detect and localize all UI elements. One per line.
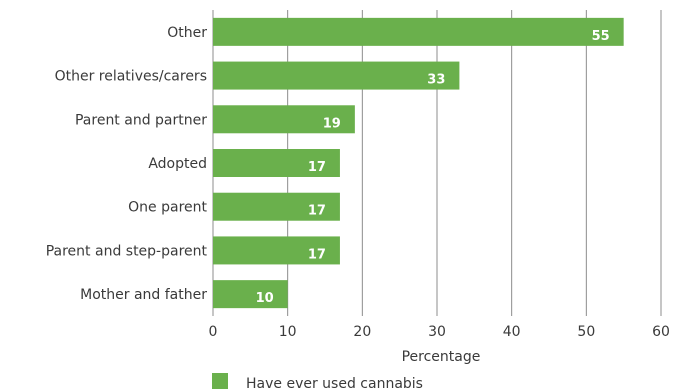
category-label: Other relatives/carers bbox=[55, 69, 207, 85]
category-label: Other bbox=[167, 25, 207, 41]
bar bbox=[213, 17, 624, 46]
x-tick-label: 0 bbox=[209, 324, 218, 340]
bars bbox=[213, 17, 624, 309]
grid-lines bbox=[212, 10, 662, 316]
category-label: Parent and step-parent bbox=[46, 243, 208, 259]
bar bbox=[213, 149, 340, 177]
x-tick-labels: 0 10 20 30 40 50 60 bbox=[209, 324, 670, 340]
value-label: 17 bbox=[308, 204, 326, 219]
x-tick-label: 40 bbox=[503, 324, 521, 340]
bar bbox=[213, 105, 355, 134]
bar bbox=[213, 280, 288, 309]
category-label: Parent and partner bbox=[75, 112, 207, 128]
x-tick-label: 10 bbox=[279, 324, 297, 340]
bar bbox=[213, 236, 340, 265]
value-label: 17 bbox=[308, 247, 326, 262]
x-axis-title: Percentage bbox=[402, 349, 481, 365]
legend-label: Have ever used cannabis bbox=[246, 376, 423, 392]
category-label: Adopted bbox=[148, 156, 207, 172]
value-label: 33 bbox=[427, 73, 445, 88]
value-label: 19 bbox=[323, 116, 341, 131]
value-label: 10 bbox=[256, 291, 274, 306]
value-labels: 55 33 19 17 17 17 10 bbox=[256, 29, 610, 306]
value-label: 17 bbox=[308, 160, 326, 175]
bar bbox=[213, 61, 460, 90]
category-label: Mother and father bbox=[80, 287, 207, 303]
x-tick-label: 50 bbox=[577, 324, 595, 340]
x-tick-label: 60 bbox=[652, 324, 670, 340]
category-labels: Other Other relatives/carers Parent and pa… bbox=[46, 25, 208, 303]
legend-swatch bbox=[212, 373, 228, 389]
category-label: One parent bbox=[128, 200, 207, 216]
legend: Have ever used cannabis bbox=[212, 373, 423, 392]
value-label: 55 bbox=[592, 29, 610, 44]
x-tick-label: 30 bbox=[428, 324, 446, 340]
x-tick-label: 20 bbox=[353, 324, 371, 340]
bar bbox=[213, 192, 340, 221]
